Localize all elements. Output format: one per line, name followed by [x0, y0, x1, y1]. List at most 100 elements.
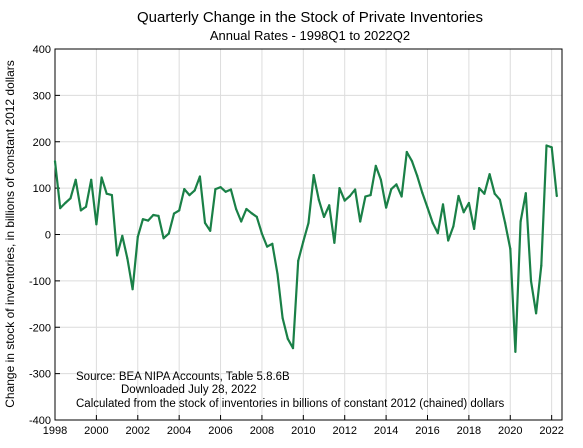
data-point-2000Q4 — [110, 194, 113, 197]
data-point-2005Q4 — [214, 188, 217, 191]
data-point-2001Q3 — [126, 257, 129, 260]
y-tick-label: -400 — [29, 415, 51, 427]
data-point-2006Q4 — [235, 207, 238, 211]
data-point-2021Q1 — [529, 279, 533, 282]
data-point-2000Q2 — [100, 176, 103, 179]
data-point-2013Q4 — [379, 178, 382, 181]
data-point-2009Q4 — [297, 259, 300, 262]
data-point-2001Q1 — [116, 254, 119, 257]
data-point-2017Q2 — [452, 225, 455, 228]
data-point-2010Q3 — [312, 174, 315, 177]
gridlines — [54, 48, 562, 421]
data-point-2013Q2 — [369, 194, 372, 197]
data-point-1999Q3 — [84, 205, 88, 208]
data-point-2018Q1 — [467, 201, 470, 205]
data-point-2005Q2 — [203, 221, 207, 224]
data-point-2020Q4 — [524, 192, 527, 195]
x-tick-label: 2018 — [457, 425, 481, 437]
y-tick-label: 0 — [45, 230, 51, 242]
y-axis-label: Change in stock of inventories, in billi… — [3, 60, 17, 408]
data-point-2017Q3 — [457, 194, 460, 198]
data-point-2021Q3 — [540, 264, 543, 267]
data-point-2004Q1 — [178, 209, 181, 212]
y-tick-label: 300 — [33, 90, 51, 102]
data-point-2002Q3 — [147, 219, 150, 222]
data-point-2011Q3 — [333, 241, 336, 244]
data-point-2011Q1 — [322, 215, 326, 218]
data-point-2010Q2 — [307, 221, 310, 224]
data-point-2012Q1 — [343, 199, 346, 202]
x-tick-label: 1998 — [43, 425, 67, 437]
x-tick-label: 2004 — [167, 425, 191, 437]
data-point-2017Q1 — [447, 239, 450, 242]
x-tick-label: 2008 — [250, 425, 274, 437]
data-point-2010Q4 — [317, 198, 320, 201]
y-tick-label: 100 — [33, 183, 51, 195]
data-point-2020Q1 — [509, 247, 512, 250]
data-point-2018Q4 — [483, 192, 486, 195]
data-point-2003Q1 — [157, 214, 160, 217]
y-tick-label: -100 — [29, 276, 51, 288]
data-point-2003Q4 — [172, 212, 176, 215]
y-axis: -400 -300 -200 -100 0 100 200 300 400 — [29, 44, 60, 427]
data-point-2004Q3 — [188, 194, 191, 197]
download-note: Downloaded July 28, 2022 — [121, 384, 257, 396]
data-point-2015Q3 — [416, 174, 419, 177]
data-point-2005Q3 — [209, 229, 212, 232]
data-point-2008Q2 — [266, 245, 269, 248]
data-point-2020Q3 — [519, 220, 522, 223]
data-point-2007Q3 — [250, 212, 253, 215]
data-point-2010Q1 — [302, 240, 305, 243]
x-tick-label: 2002 — [126, 425, 150, 437]
data-point-2018Q3 — [478, 187, 481, 190]
x-tick-label: 2012 — [332, 425, 356, 437]
data-point-2005Q1 — [198, 175, 201, 178]
series-points — [53, 144, 558, 353]
data-point-2002Q2 — [141, 218, 144, 221]
series-line — [53, 144, 558, 353]
data-point-2001Q4 — [131, 288, 134, 291]
data-point-2014Q1 — [385, 206, 388, 209]
data-point-2015Q1 — [405, 150, 408, 154]
calculation-note: Calculated from the stock of inventories… — [76, 398, 505, 410]
data-point-2002Q1 — [136, 235, 139, 238]
data-point-2016Q2 — [431, 221, 434, 224]
y-tick-label: 200 — [33, 137, 51, 149]
data-point-2000Q1 — [95, 223, 98, 226]
data-point-2007Q2 — [245, 207, 248, 211]
data-point-2013Q3 — [374, 164, 377, 167]
data-point-2004Q2 — [183, 188, 186, 191]
data-point-2002Q4 — [152, 213, 155, 217]
data-point-2011Q4 — [338, 187, 341, 190]
data-point-2003Q2 — [162, 237, 165, 240]
data-point-2012Q2 — [348, 194, 351, 198]
data-point-2009Q1 — [281, 316, 284, 320]
data-point-2007Q4 — [255, 215, 258, 218]
data-point-2006Q2 — [224, 190, 227, 193]
data-point-2006Q1 — [219, 186, 222, 189]
data-point-2004Q4 — [193, 189, 196, 192]
data-point-2014Q4 — [400, 195, 403, 198]
data-point-2006Q3 — [229, 188, 232, 191]
data-point-2011Q2 — [328, 204, 331, 207]
data-point-2022Q2 — [555, 194, 558, 198]
x-tick-label: 2006 — [208, 425, 232, 437]
y-tick-label: -300 — [29, 369, 51, 381]
data-point-2014Q2 — [390, 188, 393, 191]
data-point-2019Q1 — [488, 173, 491, 176]
data-point-2019Q4 — [504, 221, 507, 224]
data-point-2016Q3 — [436, 232, 439, 235]
y-tick-label: 400 — [33, 44, 51, 56]
data-point-2019Q2 — [493, 192, 496, 195]
data-point-2015Q4 — [421, 191, 424, 194]
data-point-2015Q2 — [410, 160, 414, 163]
data-point-2007Q1 — [240, 220, 243, 223]
data-point-2013Q1 — [364, 195, 367, 198]
chart-subtitle: Annual Rates - 1998Q1 to 2022Q2 — [210, 28, 410, 43]
x-tick-label: 2000 — [84, 425, 108, 437]
data-point-2008Q3 — [271, 242, 274, 245]
x-axis: 1998 2000 2002 2004 2006 2008 2010 2012 2014 2016… — [43, 415, 564, 437]
data-point-1998Q2 — [59, 207, 62, 210]
data-point-2000Q3 — [105, 192, 108, 195]
